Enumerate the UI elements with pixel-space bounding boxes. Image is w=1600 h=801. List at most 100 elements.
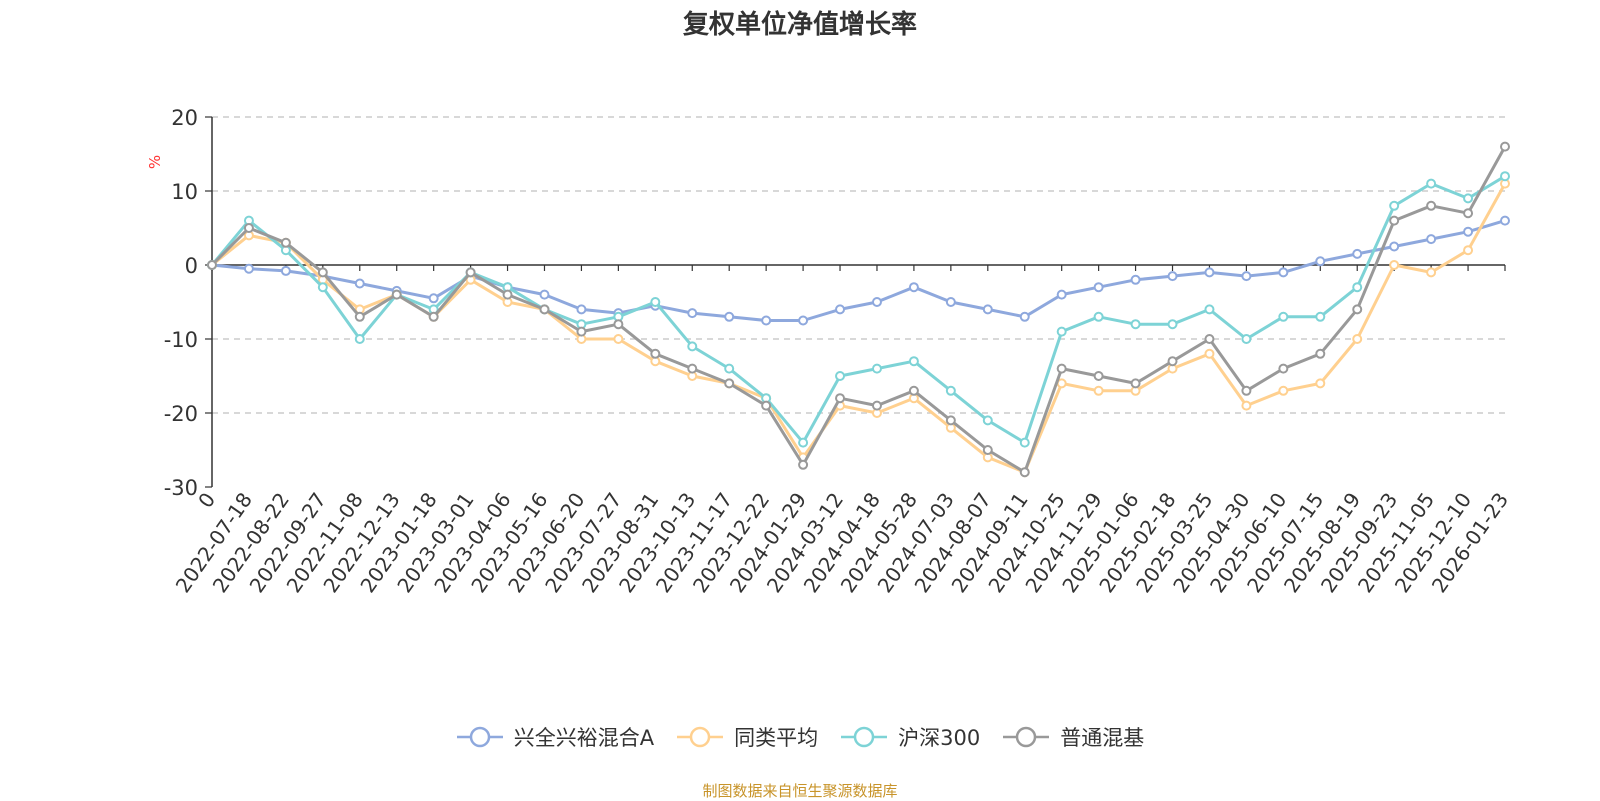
data-point [613,319,624,330]
data-point [1130,378,1141,389]
data-point [1315,256,1326,267]
y-tick-label: 20 [171,106,198,130]
legend-marker-icon [677,726,724,748]
source-note: 制图数据来自恒生聚源数据库 [702,782,898,800]
data-point [1167,319,1178,330]
data-point [613,334,624,344]
data-point [1278,311,1289,322]
data-point [1426,267,1437,278]
legend-marker-icon [841,726,888,748]
data-point [1352,248,1363,259]
data-point [354,311,365,322]
data-point [724,311,735,322]
data-point [1204,348,1215,359]
data-point [761,400,772,411]
data-point [871,400,882,411]
data-point [1241,271,1252,282]
data-point [428,311,439,322]
data-point [1130,319,1141,330]
data-point [1056,363,1067,374]
data-point [761,315,772,326]
data-point [1130,274,1141,285]
data-point [539,304,550,315]
data-point [1167,271,1178,282]
data-point [945,297,956,307]
data-point [1019,437,1030,448]
data-point [650,297,661,307]
legend-label: 普通混基 [1060,726,1145,750]
chart-title: 复权单位净值增长率 [682,10,917,40]
legend-item[interactable]: 沪深300 [840,722,980,752]
data-point [1315,378,1326,389]
data-point [280,237,291,248]
axes [205,116,1506,488]
data-point [1278,267,1289,278]
data-point [1389,241,1400,252]
series-line [210,174,1506,445]
data-point [1500,141,1510,152]
data-point [1463,226,1474,237]
data-point [687,308,698,319]
y-tick-label: -30 [164,476,198,500]
data-point [1389,260,1400,270]
data-point [724,378,735,389]
tick-labels: 20100-10-20-3002022-07-182022-08-222022-… [164,106,1513,597]
data-point [1093,311,1104,322]
series-line [211,219,1506,322]
data-point [871,297,882,307]
data-point [1426,178,1437,189]
data-point [1204,334,1215,344]
data-point [724,363,735,374]
y-tick-label: -10 [164,328,198,352]
legend-item[interactable]: 普通混基 [1002,722,1144,752]
data-point [687,341,698,352]
legend-label: 兴全兴裕混合A [513,726,655,750]
data-point [908,282,919,293]
series-lines [207,141,1510,478]
data-point [1019,311,1030,322]
data-point [1278,385,1289,396]
data-point [1093,371,1104,381]
data-point [243,263,254,274]
data-point [835,393,846,404]
data-point [945,415,956,426]
data-point [1352,282,1363,293]
data-point [650,348,661,359]
data-point [1167,356,1178,367]
data-point [1056,289,1067,300]
legend-label: 沪深300 [898,726,981,750]
data-point [1204,304,1215,315]
legend-item[interactable]: 兴全兴裕混合A [456,722,654,752]
legend-item[interactable]: 同类平均 [676,722,818,752]
data-point [1463,208,1474,219]
data-point [687,363,698,374]
data-point [1204,267,1215,278]
data-point [317,267,328,278]
data-point [1315,348,1326,359]
data-point [1241,400,1252,411]
data-point [1352,334,1363,344]
data-point [1093,385,1104,396]
data-point [982,445,993,455]
data-point [1463,193,1474,204]
data-point [539,289,550,300]
data-point [1278,363,1289,374]
data-point [798,437,809,448]
data-point [945,385,956,396]
legend-marker-icon [456,726,503,748]
y-tick-label: -20 [164,402,198,426]
data-point [317,282,328,293]
series-line [211,182,1507,474]
data-point [798,315,809,326]
data-point [502,289,513,300]
data-point [1500,215,1510,226]
data-point [354,278,365,289]
x-tick-label: 0 [193,488,220,512]
data-point [1093,282,1104,293]
data-point [1019,467,1030,478]
data-point [982,415,993,426]
data-point [354,334,365,344]
data-point [1056,326,1067,337]
data-point [1426,200,1437,211]
